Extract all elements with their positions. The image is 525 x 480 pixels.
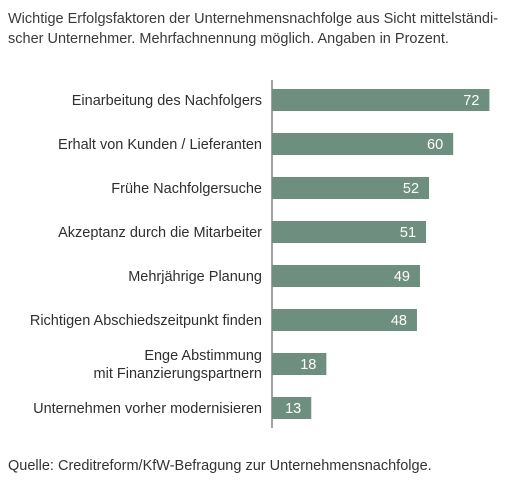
category-label-6: Richtigen Abschiedszeitpunkt finden (30, 313, 262, 329)
value-label-7: 18 (300, 357, 316, 373)
bar-8 (272, 397, 312, 419)
value-label-4: 51 (400, 225, 416, 241)
bar-4 (272, 221, 427, 243)
value-label-8: 13 (285, 401, 301, 417)
category-label-3: Frühe Nachfolgersuche (111, 181, 262, 197)
value-label-2: 60 (427, 137, 443, 153)
category-label-1: Einarbeitung des Nachfolgers (72, 93, 262, 109)
bar-1 (272, 89, 490, 111)
category-label-2: Erhalt von Kunden / Lieferanten (58, 137, 262, 153)
bar-6 (272, 309, 417, 331)
bar-5 (272, 265, 420, 287)
bar-2 (272, 133, 454, 155)
source-note: Quelle: Creditreform/KfW-Befragung zur U… (8, 458, 432, 474)
category-label-5: Mehrjährige Planung (128, 269, 262, 285)
bar-3 (272, 177, 430, 199)
category-label-8: Unternehmen vorher modernisieren (33, 401, 262, 417)
category-label-7: Enge Abstimmung mit Finanzierungspartnern (94, 348, 262, 382)
value-label-5: 49 (394, 269, 410, 285)
value-label-3: 52 (403, 181, 419, 197)
category-label-4: Akzeptanz durch die Mitarbeiter (58, 225, 262, 241)
value-label-1: 72 (463, 93, 479, 109)
bar-7 (272, 353, 327, 375)
chart-title: Wichtige Erfolgsfaktoren der Unternehmen… (8, 11, 499, 47)
value-label-6: 48 (391, 313, 407, 329)
